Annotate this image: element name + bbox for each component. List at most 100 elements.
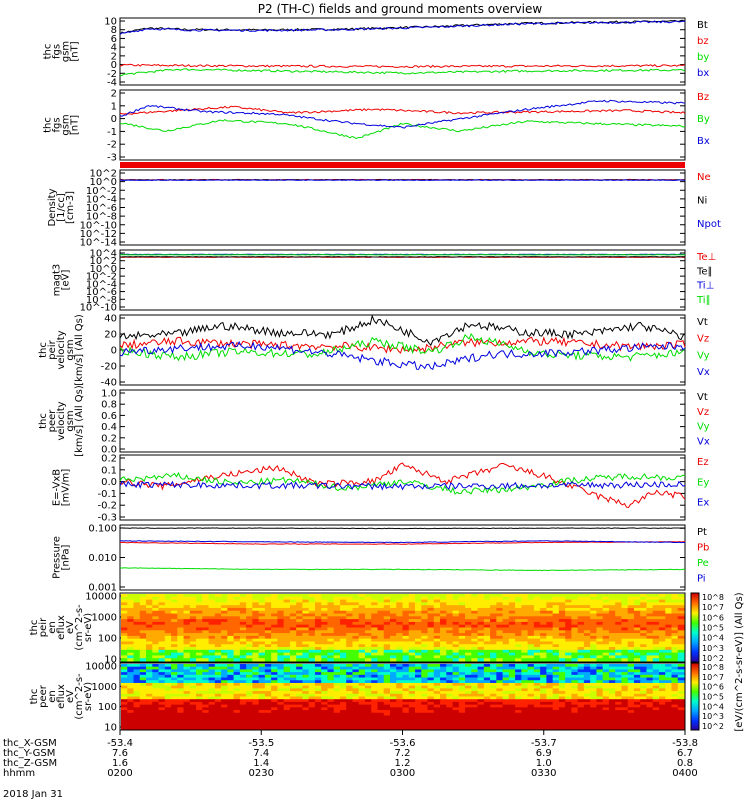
spectrogram-cell bbox=[239, 677, 247, 681]
spectrogram-cell bbox=[127, 677, 135, 681]
spectrogram-cell bbox=[565, 649, 572, 654]
spectrogram-cell bbox=[133, 655, 141, 659]
spectrogram-cell bbox=[183, 693, 191, 697]
spectrogram-cell bbox=[571, 647, 579, 651]
spectrogram-cell bbox=[289, 701, 297, 706]
spectrogram-cell bbox=[677, 594, 685, 598]
panel-frame bbox=[119, 169, 686, 246]
spectrogram-cell bbox=[540, 710, 547, 714]
spectrogram-cell bbox=[308, 610, 316, 615]
spectrogram-cell bbox=[477, 638, 485, 642]
spectrogram-cell bbox=[164, 710, 172, 714]
legend-Vy: Vy bbox=[697, 350, 710, 361]
spectrogram-cell bbox=[202, 621, 210, 626]
spectrogram-cell bbox=[183, 624, 191, 628]
spectrogram-cell bbox=[465, 644, 472, 648]
spectrogram-cell bbox=[558, 641, 566, 645]
spectrogram-cell bbox=[671, 688, 679, 692]
spectrogram-cell bbox=[183, 627, 191, 631]
spectrogram-cell bbox=[389, 616, 397, 620]
spectrogram-cell bbox=[289, 715, 297, 719]
spectrogram-cell bbox=[239, 616, 247, 620]
spectrogram-cell bbox=[515, 605, 522, 609]
spectrogram-cell bbox=[346, 627, 353, 631]
spectrogram-cell bbox=[277, 596, 285, 601]
spectrogram-cell bbox=[227, 649, 235, 654]
ylabel-line: [eV] bbox=[61, 270, 72, 291]
spectrogram-cell bbox=[565, 633, 572, 637]
spectrogram-cell bbox=[633, 644, 641, 648]
spectrogram-cell bbox=[271, 610, 278, 615]
spectrogram-cell bbox=[277, 672, 285, 676]
spectrogram-cell bbox=[371, 707, 378, 711]
spectrogram-cell bbox=[221, 701, 228, 706]
spectrogram-cell bbox=[383, 641, 391, 645]
spectrogram-cell bbox=[640, 723, 647, 727]
spectrogram-cell bbox=[565, 613, 572, 617]
spectrogram-cell bbox=[121, 621, 128, 626]
spectrogram-cell bbox=[402, 699, 410, 703]
spectrogram-cell bbox=[258, 691, 266, 695]
spectrogram-cell bbox=[408, 602, 416, 606]
spectrogram-cell bbox=[508, 641, 516, 645]
spectrogram-cell bbox=[458, 633, 466, 637]
spectrogram-cell bbox=[321, 627, 328, 631]
spectrogram-cell bbox=[602, 672, 610, 676]
spectrogram-cell bbox=[571, 655, 579, 659]
spectrogram-cell bbox=[233, 718, 241, 722]
spectrogram-cell bbox=[408, 596, 416, 601]
spectrogram-cell bbox=[289, 638, 297, 642]
spectrogram-cell bbox=[490, 677, 497, 681]
spectrogram-cell bbox=[421, 655, 429, 659]
spectrogram-cell bbox=[621, 669, 629, 673]
spectrogram-cell bbox=[465, 718, 472, 722]
spectrogram-cell bbox=[496, 704, 504, 708]
spectrogram-cell bbox=[446, 699, 454, 703]
spectrogram-cell bbox=[552, 710, 560, 714]
spectrogram-cell bbox=[627, 649, 635, 654]
spectrogram-cell bbox=[465, 633, 472, 637]
spectrogram-cell bbox=[502, 712, 510, 716]
spectrogram-cell bbox=[164, 633, 172, 637]
spectrogram-cell bbox=[289, 647, 297, 651]
spectrogram-cell bbox=[502, 649, 510, 654]
spectrogram-cell bbox=[421, 707, 429, 711]
spectrogram-cell bbox=[640, 720, 647, 725]
spectrogram-cell bbox=[214, 680, 222, 684]
spectrogram-cell bbox=[477, 704, 485, 708]
spectrogram-cell bbox=[202, 607, 210, 612]
spectrogram-cell bbox=[377, 720, 385, 725]
spectrogram-cell bbox=[383, 720, 391, 725]
spectrogram-cell bbox=[608, 607, 616, 612]
spectrogram-cell bbox=[221, 619, 228, 623]
spectrogram-cell bbox=[621, 715, 629, 719]
spectrogram-cell bbox=[640, 594, 647, 598]
spectrogram-cell bbox=[408, 707, 416, 711]
spectrogram-cell bbox=[440, 707, 447, 711]
spectrogram-cell bbox=[677, 596, 685, 601]
spectrogram-cell bbox=[515, 720, 522, 725]
spectrogram-cell bbox=[490, 652, 497, 656]
spectrogram-cell bbox=[214, 638, 222, 642]
spectrogram-cell bbox=[246, 682, 253, 687]
spectrogram-cell bbox=[483, 707, 491, 711]
colorbar-tick-label: 10^6 bbox=[702, 613, 724, 622]
spectrogram-cell bbox=[602, 712, 610, 716]
spectrogram-cell bbox=[471, 627, 479, 631]
spectrogram-cell bbox=[227, 613, 235, 617]
spectrogram-cell bbox=[415, 607, 422, 612]
spectrogram-cell bbox=[490, 699, 497, 703]
spectrogram-cell bbox=[496, 685, 504, 689]
spectrogram-cell bbox=[314, 699, 322, 703]
spectrogram-cell bbox=[471, 701, 479, 706]
spectrogram-cell bbox=[446, 649, 454, 654]
spectrogram-cell bbox=[602, 610, 610, 615]
spectrogram-cell bbox=[158, 624, 166, 628]
spectrogram-cell bbox=[490, 720, 497, 725]
spectrogram-cell bbox=[471, 704, 479, 708]
spectrogram-cell bbox=[283, 619, 291, 623]
spectrogram-cell bbox=[164, 685, 172, 689]
spectrogram-cell bbox=[446, 638, 454, 642]
spectrogram-cell bbox=[233, 658, 241, 662]
spectrogram-cell bbox=[615, 649, 622, 654]
